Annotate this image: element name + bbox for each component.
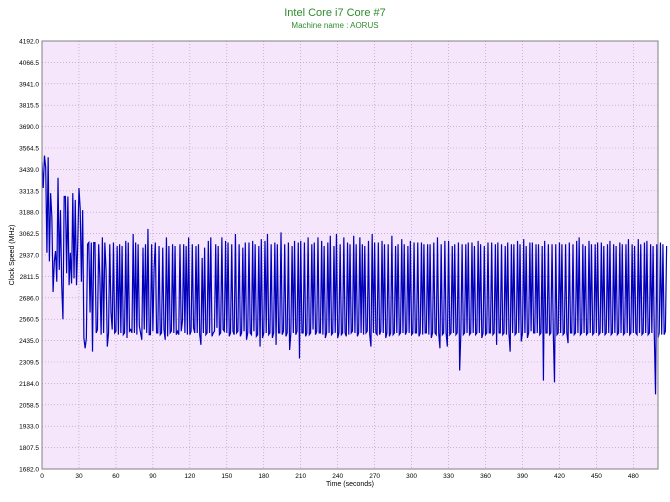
x-tick-label: 210	[295, 473, 306, 480]
y-tick-label: 3439.0	[19, 167, 39, 174]
y-tick-label: 3062.5	[19, 231, 39, 238]
x-tick-label: 390	[517, 473, 528, 480]
y-tick-label: 2435.0	[19, 338, 39, 345]
y-tick-label: 2058.5	[19, 402, 39, 409]
y-tick-label: 3564.5	[19, 146, 39, 153]
y-tick-label: 2686.0	[19, 295, 39, 302]
x-tick-label: 150	[221, 473, 232, 480]
x-tick-label: 330	[443, 473, 454, 480]
y-tick-label: 1933.0	[19, 424, 39, 431]
y-tick-label: 2811.5	[20, 274, 40, 281]
y-tick-label: 2309.5	[19, 360, 39, 367]
x-axis-ticks: 0 30 60 90 120 150 180 210 240 270 300 330 360 390 420…	[40, 473, 639, 480]
y-tick-label: 3690.0	[19, 124, 39, 131]
y-tick-label: 2560.5	[19, 317, 39, 324]
x-tick-label: 240	[332, 473, 343, 480]
x-tick-label: 30	[75, 473, 83, 480]
x-axis-label: Time (seconds)	[326, 481, 374, 488]
plot-border	[41, 40, 659, 470]
y-tick-label: 4192.0	[19, 39, 39, 46]
y-tick-label: 3188.0	[19, 210, 39, 217]
x-tick-label: 180	[258, 473, 269, 480]
y-tick-label: 1682.0	[19, 467, 39, 474]
x-tick-label: 90	[149, 473, 157, 480]
x-tick-label: 270	[369, 473, 380, 480]
y-tick-label: 3941.0	[19, 81, 39, 88]
x-tick-label: 300	[406, 473, 417, 480]
x-tick-label: 0	[40, 473, 44, 480]
y-tick-label: 2184.0	[19, 381, 39, 388]
y-tick-label: 3815.5	[19, 103, 39, 110]
y-axis-ticks: 1682.0 1807.5 1933.0 2058.5 2184.0 2309.5 2435…	[19, 39, 39, 474]
y-tick-label: 3313.5	[19, 188, 39, 195]
chart-subtitle: Machine name : AORUS	[291, 21, 378, 30]
chart-title: Intel Core i7 Core #7	[284, 7, 386, 19]
x-tick-label: 60	[112, 473, 120, 480]
x-tick-label: 360	[480, 473, 491, 480]
series-line-clock-speed	[41, 155, 668, 395]
x-tick-label: 450	[591, 473, 602, 480]
y-tick-label: 1807.5	[19, 445, 39, 452]
y-tick-label: 2937.0	[19, 253, 39, 260]
y-tick-label: 4066.5	[19, 60, 39, 67]
x-tick-label: 420	[554, 473, 565, 480]
y-axis-label: Clock Speed (MHz)	[9, 225, 16, 286]
x-tick-label: 480	[628, 473, 639, 480]
x-tick-label: 120	[184, 473, 195, 480]
